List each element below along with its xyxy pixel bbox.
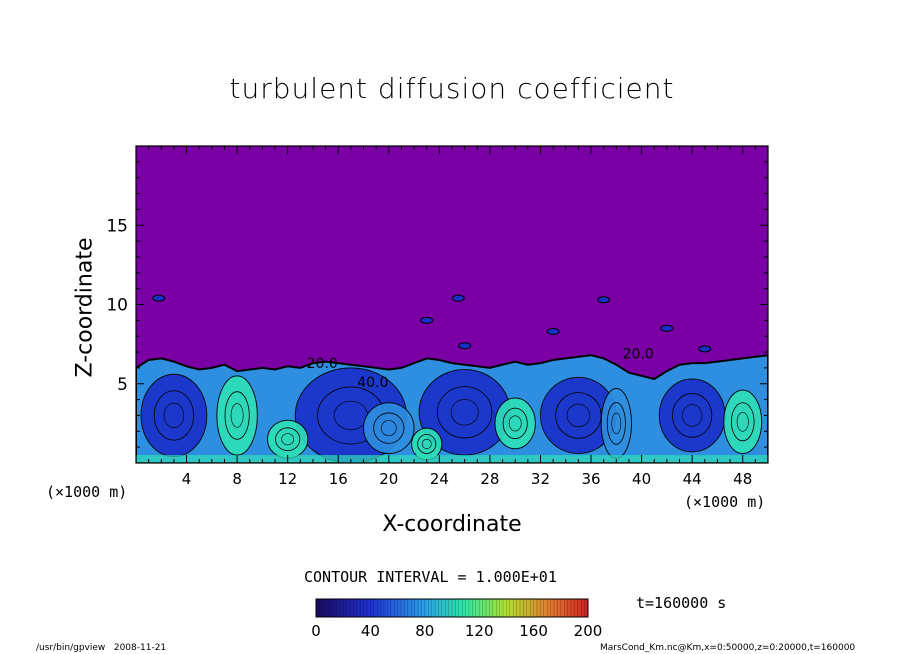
contour-interval: CONTOUR INTERVAL = 1.000E+01 [304,568,557,586]
eddy-contour [417,434,437,454]
eddy-contour [566,403,591,428]
colorbar-tick-label: 40 [361,622,380,640]
time-label: t=160000 s [636,594,727,612]
eddy [266,419,309,459]
eddy-contour [450,399,479,426]
x-tick-label: 12 [278,470,297,488]
eddy [658,378,726,453]
eddy-contour [275,427,301,452]
eddy-contour [606,402,626,445]
eddy [600,388,632,459]
y-axis-title: Z-coordinate [72,237,98,378]
contour-label: 20.0 [307,356,338,372]
x-tick-label: 44 [683,470,702,488]
patch [152,294,166,302]
patch [420,316,434,324]
eddy [363,402,415,454]
eddy-contour [421,438,432,450]
y-tick-label: 15 [106,216,128,236]
eddy-contour [163,402,185,429]
x-axis-title: X-coordinate [382,512,522,537]
eddy [494,397,536,450]
x-tick-label: 24 [430,470,449,488]
colorbar-tick-label: 160 [519,622,548,640]
eddy-contour [508,415,522,432]
colorbar-tick-label: 120 [465,622,494,640]
eddy-contour [224,391,250,440]
eddy-contour [611,412,622,435]
eddy-contour [281,433,295,446]
contour-label: 20.0 [623,346,654,362]
eddy-contour [436,386,493,439]
eddy [216,375,258,456]
colorbar-tick-label: 80 [415,622,434,640]
footer-right: MarsCond_Km.nc@Km,x=0:50000,z=0:20000,t=… [600,643,856,653]
x-tick-label: 48 [733,470,752,488]
eddy-contour [373,412,405,444]
eddy-contour [230,403,244,428]
eddy-contour [730,402,755,442]
eddy-contour [736,411,749,432]
turbulent-layer [136,294,768,463]
colorbar-tick-label: 200 [574,622,603,640]
x-unit-left: (×1000 m) [46,483,128,501]
x-tick-label: 4 [182,470,192,488]
eddy-contour [502,407,528,439]
eddy-contour [153,390,195,441]
patch [451,294,465,302]
colorbar-tick-label: 0 [311,622,321,640]
eddy [140,373,208,458]
patch [698,345,712,353]
footer-left: /usr/bin/gpview 2008-11-21 [36,643,167,653]
eddy [723,389,763,454]
patch [597,296,611,304]
patch [660,324,674,332]
x-unit-right: (×1000 m) [684,493,766,511]
patch [546,327,560,335]
patch [458,342,472,350]
eddy-contour [682,404,703,427]
x-tick-label: 20 [379,470,398,488]
eddy-contour [380,420,397,437]
x-tick-label: 32 [531,470,550,488]
y-tick-label: 10 [106,296,128,316]
x-tick-label: 36 [581,470,600,488]
x-tick-label: 16 [329,470,348,488]
colorbar: 0 40 80 120 160 200 [311,598,603,640]
plot-area: 20.0 40.0 20.0 [136,146,768,463]
x-tick-label: 40 [632,470,651,488]
eddy-contour [672,393,713,438]
contour-label: 40.0 [357,375,388,391]
x-tick-label: 8 [232,470,242,488]
x-tick-label: 28 [480,470,499,488]
y-tick-label: 5 [117,375,128,395]
chart-title: turbulent diffusion coefficient [229,72,675,105]
